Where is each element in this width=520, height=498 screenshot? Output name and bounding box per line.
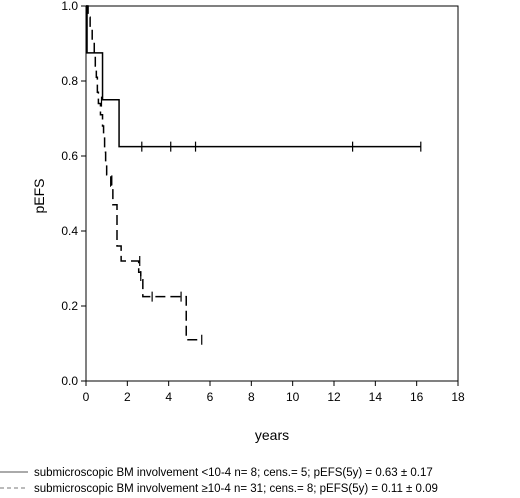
- x-axis-title: years: [255, 427, 289, 443]
- legend: submicroscopic BM involvement <10-4 n= 8…: [0, 467, 438, 495]
- y-tick-label: 0.0: [61, 374, 78, 388]
- y-tick-label: 0.8: [61, 74, 78, 88]
- x-tick-label: 4: [165, 390, 172, 404]
- survival-curve-2: [86, 5, 202, 341]
- y-tick-label: 0.6: [61, 149, 78, 163]
- x-axis: 0 2 4 6 8 10 12 14 16 18: [83, 381, 465, 404]
- legend-label-1: submicroscopic BM involvement <10-4 n= 8…: [34, 467, 433, 479]
- y-tick-label: 0.2: [61, 299, 78, 313]
- x-tick-label: 18: [451, 390, 465, 404]
- series-layer: [86, 5, 422, 345]
- x-tick-label: 12: [327, 390, 341, 404]
- y-axis-title: pEFS: [31, 178, 47, 213]
- x-tick-label: 0: [83, 390, 90, 404]
- y-tick-label: 0.4: [61, 224, 78, 238]
- series-1: [86, 5, 422, 152]
- x-tick-label: 6: [207, 390, 214, 404]
- x-tick-label: 16: [410, 390, 424, 404]
- x-tick-label: 2: [124, 390, 131, 404]
- survival-curve-1: [86, 5, 421, 148]
- y-axis: 0.0 0.2 0.4 0.6 0.8 1.0: [61, 0, 86, 388]
- series-2: [86, 5, 203, 345]
- plot-border: [85, 5, 459, 382]
- y-tick-label: 1.0: [61, 0, 78, 13]
- x-tick-label: 14: [369, 390, 383, 404]
- x-tick-label: 10: [286, 390, 300, 404]
- legend-label-2: submicroscopic BM involvement ≥10-4 n= 3…: [34, 483, 438, 495]
- plot-frame: [85, 5, 459, 382]
- x-tick-label: 8: [248, 390, 255, 404]
